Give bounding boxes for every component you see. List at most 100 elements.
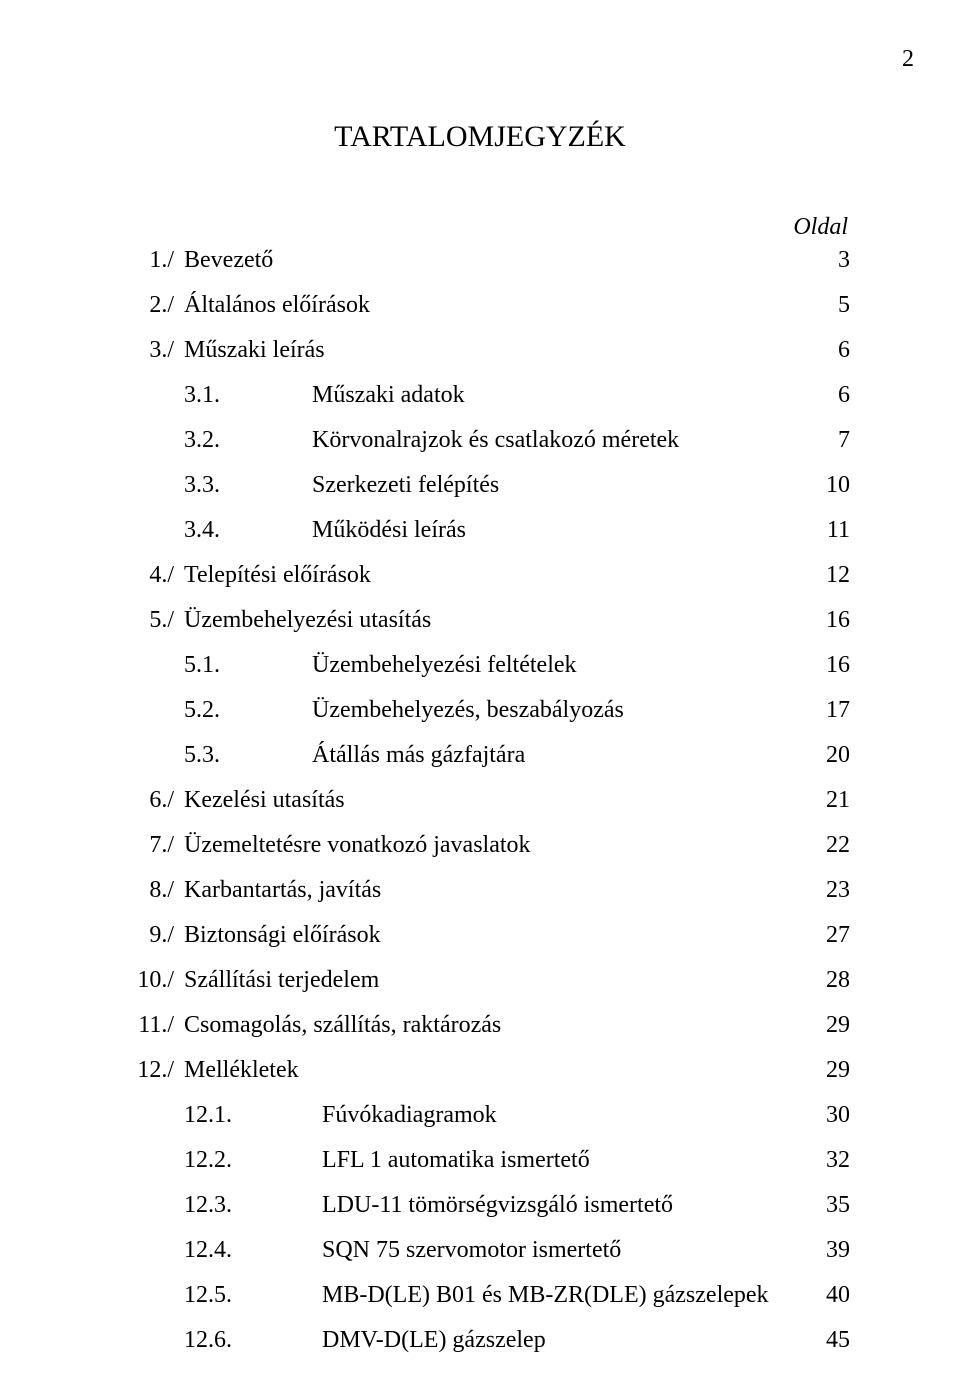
toc-entry-number: 3.1. <box>110 382 312 409</box>
toc-entry-page: 12 <box>790 562 850 589</box>
toc-entry-page: 6 <box>790 382 850 409</box>
toc-row: 7./Üzemeltetésre vonatkozó javaslatok22 <box>110 832 850 859</box>
toc-entry-text: Üzembehelyezési feltételek <box>312 652 790 679</box>
toc-row: 11./Csomagolás, szállítás, raktározás29 <box>110 1012 850 1039</box>
toc-entry-number: 12./ <box>110 1057 184 1084</box>
table-of-contents: 1./Bevezető32./Általános előírások53./Mű… <box>110 247 850 1354</box>
toc-entry-page: 17 <box>790 697 850 724</box>
toc-entry-page: 30 <box>790 1102 850 1129</box>
toc-row: 9./Biztonsági előírások27 <box>110 922 850 949</box>
toc-entry-text: Mellékletek <box>184 1057 790 1084</box>
toc-row: 12./Mellékletek29 <box>110 1057 850 1084</box>
toc-entry-text: Üzembehelyezés, beszabályozás <box>312 697 790 724</box>
toc-entry-page: 45 <box>790 1327 850 1354</box>
toc-entry-text: Szerkezeti felépítés <box>312 472 790 499</box>
toc-row: 3.3.Szerkezeti felépítés10 <box>110 472 850 499</box>
toc-entry-page: 28 <box>790 967 850 994</box>
toc-entry-page: 16 <box>790 652 850 679</box>
toc-entry-text: LDU-11 tömörségvizsgáló ismertető <box>322 1192 790 1219</box>
toc-entry-page: 6 <box>790 337 850 364</box>
toc-entry-number: 5./ <box>110 607 184 634</box>
toc-entry-page: 5 <box>790 292 850 319</box>
toc-entry-number: 5.2. <box>110 697 312 724</box>
toc-row: 4./Telepítési előírások12 <box>110 562 850 589</box>
toc-entry-page: 29 <box>790 1012 850 1039</box>
toc-entry-number: 3.3. <box>110 472 312 499</box>
toc-entry-page: 11 <box>790 517 850 544</box>
toc-row: 3.2.Körvonalrajzok és csatlakozó méretek… <box>110 427 850 454</box>
toc-entry-text: Általános előírások <box>184 292 790 319</box>
toc-entry-page: 32 <box>790 1147 850 1174</box>
toc-row: 5.3.Átállás más gázfajtára20 <box>110 742 850 769</box>
toc-entry-number: 1./ <box>110 247 184 274</box>
toc-entry-text: Csomagolás, szállítás, raktározás <box>184 1012 790 1039</box>
toc-entry-text: Üzemeltetésre vonatkozó javaslatok <box>184 832 790 859</box>
toc-entry-number: 5.1. <box>110 652 312 679</box>
toc-entry-number: 4./ <box>110 562 184 589</box>
toc-entry-number: 3.2. <box>110 427 312 454</box>
toc-entry-number: 12.4. <box>110 1237 322 1264</box>
toc-column-header-row: Oldal <box>110 214 850 241</box>
toc-entry-number: 2./ <box>110 292 184 319</box>
toc-entry-number: 3./ <box>110 337 184 364</box>
toc-entry-number: 10./ <box>110 967 184 994</box>
toc-entry-page: 10 <box>790 472 850 499</box>
toc-entry-text: Üzembehelyezési utasítás <box>184 607 790 634</box>
toc-entry-text: Kezelési utasítás <box>184 787 790 814</box>
toc-row: 12.4.SQN 75 szervomotor ismertető39 <box>110 1237 850 1264</box>
toc-entry-number: 8./ <box>110 877 184 904</box>
toc-entry-page: 23 <box>790 877 850 904</box>
toc-entry-text: Műszaki adatok <box>312 382 790 409</box>
toc-row: 12.5.MB-D(LE) B01 és MB-ZR(DLE) gázszele… <box>110 1282 850 1309</box>
toc-entry-text: Fúvókadiagramok <box>322 1102 790 1129</box>
toc-entry-text: MB-D(LE) B01 és MB-ZR(DLE) gázszelepek <box>322 1282 790 1309</box>
toc-entry-page: 21 <box>790 787 850 814</box>
toc-entry-page: 20 <box>790 742 850 769</box>
toc-entry-page: 40 <box>790 1282 850 1309</box>
toc-entry-text: Átállás más gázfajtára <box>312 742 790 769</box>
toc-row: 10./Szállítási terjedelem28 <box>110 967 850 994</box>
toc-column-header: Oldal <box>793 214 848 241</box>
toc-entry-text: SQN 75 szervomotor ismertető <box>322 1237 790 1264</box>
toc-row: 2./Általános előírások5 <box>110 292 850 319</box>
toc-row: 5./Üzembehelyezési utasítás16 <box>110 607 850 634</box>
toc-entry-number: 12.2. <box>110 1147 322 1174</box>
toc-entry-text: Biztonsági előírások <box>184 922 790 949</box>
toc-entry-number: 12.6. <box>110 1327 322 1354</box>
toc-entry-text: Szállítási terjedelem <box>184 967 790 994</box>
toc-entry-page: 35 <box>790 1192 850 1219</box>
toc-entry-text: Telepítési előírások <box>184 562 790 589</box>
toc-row: 12.3.LDU-11 tömörségvizsgáló ismertető35 <box>110 1192 850 1219</box>
toc-entry-page: 29 <box>790 1057 850 1084</box>
toc-row: 12.2.LFL 1 automatika ismertető32 <box>110 1147 850 1174</box>
toc-row: 1./Bevezető3 <box>110 247 850 274</box>
toc-entry-number: 9./ <box>110 922 184 949</box>
toc-row: 6./Kezelési utasítás21 <box>110 787 850 814</box>
document-page: 2 TARTALOMJEGYZÉK Oldal 1./Bevezető32./Á… <box>0 0 960 1387</box>
toc-entry-number: 6./ <box>110 787 184 814</box>
toc-row: 12.1.Fúvókadiagramok30 <box>110 1102 850 1129</box>
toc-entry-page: 22 <box>790 832 850 859</box>
toc-row: 3./Műszaki leírás6 <box>110 337 850 364</box>
page-number: 2 <box>902 46 914 73</box>
toc-entry-page: 16 <box>790 607 850 634</box>
toc-entry-number: 7./ <box>110 832 184 859</box>
toc-row: 12.6.DMV-D(LE) gázszelep45 <box>110 1327 850 1354</box>
toc-entry-number: 12.3. <box>110 1192 322 1219</box>
toc-entry-number: 12.5. <box>110 1282 322 1309</box>
toc-entry-page: 7 <box>790 427 850 454</box>
toc-row: 5.1.Üzembehelyezési feltételek16 <box>110 652 850 679</box>
toc-entry-text: DMV-D(LE) gázszelep <box>322 1327 790 1354</box>
toc-entry-text: Működési leírás <box>312 517 790 544</box>
toc-entry-text: Körvonalrajzok és csatlakozó méretek <box>312 427 790 454</box>
toc-row: 3.1.Műszaki adatok6 <box>110 382 850 409</box>
toc-row: 3.4.Működési leírás11 <box>110 517 850 544</box>
toc-entry-page: 3 <box>790 247 850 274</box>
toc-row: 5.2.Üzembehelyezés, beszabályozás17 <box>110 697 850 724</box>
toc-entry-number: 3.4. <box>110 517 312 544</box>
toc-entry-number: 5.3. <box>110 742 312 769</box>
toc-entry-text: Bevezető <box>184 247 790 274</box>
toc-entry-text: Műszaki leírás <box>184 337 790 364</box>
toc-entry-text: LFL 1 automatika ismertető <box>322 1147 790 1174</box>
toc-entry-number: 12.1. <box>110 1102 322 1129</box>
